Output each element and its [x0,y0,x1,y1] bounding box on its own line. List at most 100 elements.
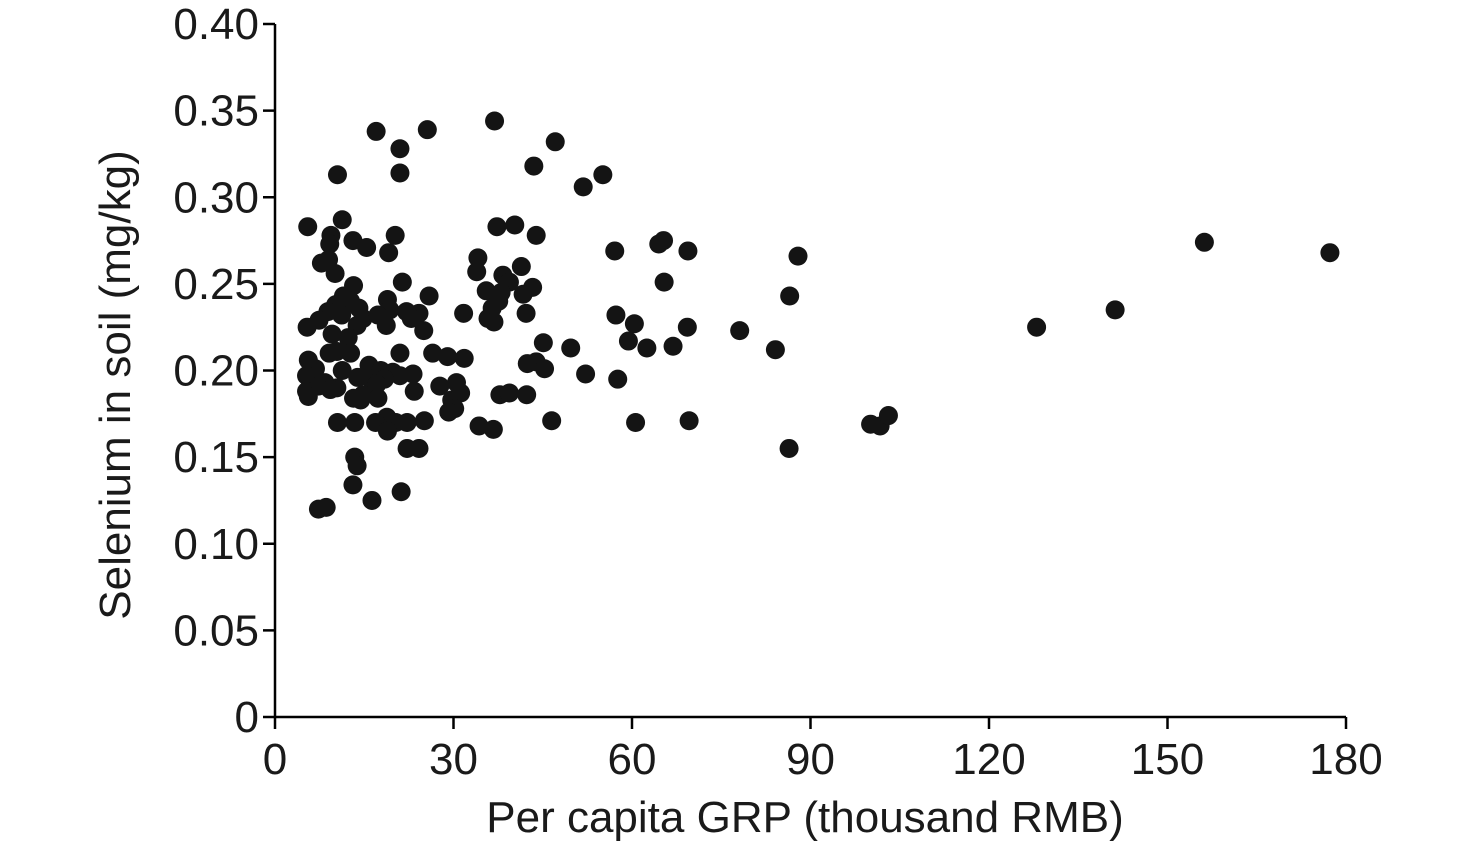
data-point [404,381,424,401]
y-tick-label: 0 [235,693,259,742]
data-point [423,343,443,363]
data-point [484,312,504,332]
data-point [593,165,613,185]
y-tick-label: 0.30 [173,173,259,222]
data-point [487,217,507,237]
data-point [414,411,434,431]
data-point [511,257,531,277]
y-tick-label: 0.25 [173,260,259,309]
data-point [430,376,450,396]
data-point [618,331,638,351]
data-point [327,412,347,432]
data-point [467,262,487,282]
data-point [367,374,387,394]
data-point [561,338,581,358]
data-point [379,243,399,263]
x-axis-ticks: 0 30 60 90 120 150 180 [263,717,1383,784]
data-point [316,497,336,517]
data-point [606,305,626,325]
data-point [499,383,519,403]
data-point [517,354,537,374]
data-point [779,438,799,458]
x-tick-label: 120 [952,735,1025,784]
data-point [392,272,412,292]
data-point [390,139,410,159]
data-point [485,111,505,131]
data-point [391,482,411,502]
y-axis-ticks: 0 0.05 0.10 0.15 0.20 0.25 0.30 0.35 0.40 [173,0,275,742]
y-tick-label: 0.10 [173,520,259,569]
data-point [390,366,410,386]
data-point [542,411,562,431]
data-point [451,383,471,403]
data-point [654,231,674,251]
data-point [878,406,898,426]
data-point [368,388,388,408]
data-point [397,412,417,432]
y-tick-label: 0.20 [173,347,259,396]
data-point [362,490,382,510]
data-point [505,215,525,235]
data-point [414,321,434,341]
data-points [297,111,1340,519]
data-point [605,241,625,261]
data-point [677,317,697,337]
data-point [332,361,352,380]
data-point [765,340,785,360]
data-point [390,163,410,183]
x-tick-label: 150 [1131,735,1204,784]
data-point [1194,232,1214,252]
data-point [319,343,339,363]
data-point [322,324,342,344]
data-point [357,237,377,257]
data-point [351,390,371,410]
y-axis-title: Selenium in soil (mg/kg) [91,150,140,620]
data-point [385,225,405,245]
data-point [573,177,593,197]
x-tick-label: 60 [608,735,657,784]
data-point [678,241,698,261]
data-point [526,225,546,245]
data-point [439,402,459,422]
data-point [624,314,644,334]
data-point [637,338,657,358]
data-point [347,456,367,476]
data-point [327,165,347,185]
data-point [366,121,386,141]
data-point [730,321,750,341]
data-point [533,333,553,353]
data-point [297,317,317,337]
data-point [338,328,358,348]
data-point [626,412,646,432]
data-point [454,348,474,368]
data-point [341,343,361,363]
y-tick-label: 0.40 [173,0,259,49]
x-tick-label: 30 [429,735,478,784]
data-point [325,263,345,283]
data-point [298,217,318,237]
data-point [545,132,565,152]
y-tick-label: 0.15 [173,433,259,482]
data-point [377,421,397,441]
data-point [332,210,352,230]
data-point [679,411,699,431]
data-point [535,359,555,379]
data-point [516,303,536,323]
y-tick-label: 0.35 [173,87,259,136]
data-point [417,120,437,140]
data-point [576,364,596,384]
x-tick-label: 90 [786,735,835,784]
data-point [320,234,340,254]
data-point [298,386,318,406]
data-point [454,303,474,323]
data-point [345,412,365,432]
data-point [469,416,489,436]
data-point [476,281,496,301]
data-point [788,246,808,266]
data-point [1105,300,1125,320]
x-axis-title: Per capita GRP (thousand RMB) [486,793,1123,842]
y-tick-label: 0.05 [173,606,259,655]
data-point [1027,317,1047,337]
data-point [390,343,410,363]
